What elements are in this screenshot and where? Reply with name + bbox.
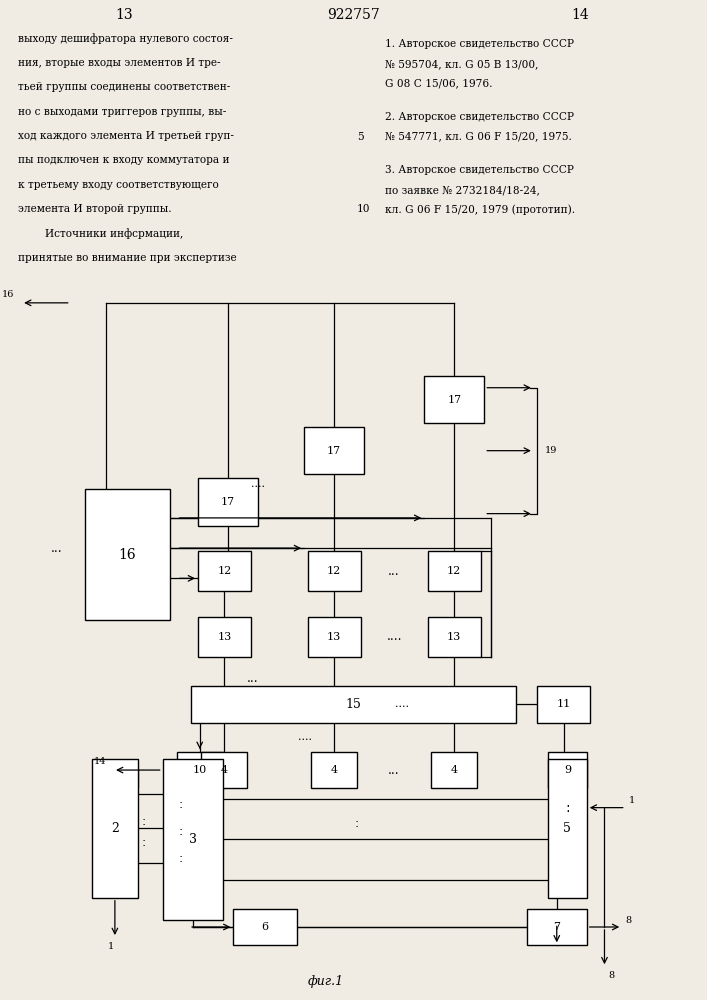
Bar [311,752,357,788]
Text: 12: 12 [217,566,232,576]
Bar [548,759,587,898]
Text: № 595704, кл. G 05 B 13/00,: № 595704, кл. G 05 B 13/00, [385,59,539,69]
Text: тьей группы соединены соответствен-: тьей группы соединены соответствен- [18,82,230,92]
Text: 13: 13 [447,632,462,642]
Bar [163,759,223,920]
Text: принятые во внимание при экспертизе: принятые во внимание при экспертизе [18,253,236,263]
Text: 14: 14 [571,8,589,22]
Text: 11: 11 [556,699,571,709]
Bar [198,478,258,526]
Text: 14: 14 [93,757,106,766]
Text: :: : [141,836,146,849]
Bar [198,617,251,657]
Text: 12: 12 [447,566,462,576]
Text: ния, вторые входы элементов И тре-: ния, вторые входы элементов И тре- [18,58,220,68]
Bar [537,686,590,723]
Text: ...: ... [247,672,259,685]
Text: по заявке № 2732184/18-24,: по заявке № 2732184/18-24, [385,185,540,195]
Bar [201,752,247,788]
Bar [177,752,223,788]
Text: 7: 7 [554,922,560,932]
Text: 15: 15 [346,698,361,711]
Text: пы подключен к входу коммутатора и: пы подключен к входу коммутатора и [18,155,229,165]
Text: :: : [178,852,183,865]
Text: 922757: 922757 [327,8,380,22]
Bar [308,551,361,591]
Text: № 547771, кл. G 06 F 15/20, 1975.: № 547771, кл. G 06 F 15/20, 1975. [385,132,572,142]
Text: 4: 4 [330,765,338,775]
Text: выходу дешифратора нулевого состоя-: выходу дешифратора нулевого состоя- [18,34,233,44]
Text: ...: ... [388,764,400,777]
Bar [431,752,477,788]
Text: 13: 13 [217,632,232,642]
Text: 13: 13 [115,8,132,22]
Text: 1: 1 [108,942,115,951]
Text: 17: 17 [221,497,235,507]
Bar [92,759,138,898]
Text: :: : [178,798,183,811]
Text: ...: ... [51,542,62,555]
Text: 8: 8 [626,916,632,925]
Text: 1. Авторское свидетельство СССР: 1. Авторское свидетельство СССР [385,39,574,49]
Text: :: : [355,817,359,830]
Text: 2: 2 [111,822,119,835]
Text: 3: 3 [189,833,197,846]
Text: 5: 5 [357,132,363,142]
Text: 4: 4 [221,765,228,775]
Text: 10: 10 [357,204,370,214]
Bar [191,686,516,723]
Bar [548,752,587,788]
Bar [198,551,251,591]
Text: 17: 17 [327,446,341,456]
Text: ...: ... [388,565,400,578]
Bar [304,427,364,474]
Text: G 08 C 15/06, 1976.: G 08 C 15/06, 1976. [385,78,493,88]
Text: :: : [141,815,146,828]
Text: Источники инфсрмации,: Источники инфсрмации, [18,228,183,239]
Bar [233,909,297,945]
Text: ход каждого элемента И третьей груп-: ход каждого элемента И третьей груп- [18,131,233,141]
Text: ....: .... [387,630,402,643]
Text: ....: .... [251,479,265,489]
Bar [85,489,170,620]
Text: 9: 9 [563,765,571,775]
Text: 5: 5 [563,822,571,835]
Text: 13: 13 [327,632,341,642]
Bar [424,376,484,423]
Text: 4: 4 [450,765,458,775]
Text: к третьему входу соответствующего: к третьему входу соответствующего [18,180,218,190]
Bar [428,617,481,657]
Text: 10: 10 [192,765,207,775]
Text: 16: 16 [119,548,136,562]
Text: 16: 16 [1,290,14,299]
Text: 12: 12 [327,566,341,576]
Text: 1: 1 [629,796,636,805]
Text: но с выходами триггеров группы, вы-: но с выходами триггеров группы, вы- [18,107,226,117]
Bar [308,617,361,657]
Text: элемента И второй группы.: элемента И второй группы. [18,204,171,214]
Text: 6: 6 [262,922,269,932]
Text: :: : [178,825,183,838]
Bar [527,909,587,945]
Text: кл. G 06 F 15/20, 1979 (прототип).: кл. G 06 F 15/20, 1979 (прототип). [385,204,575,215]
Text: фиг.1: фиг.1 [307,975,344,988]
Text: 17: 17 [448,395,461,405]
Text: 19: 19 [544,446,557,455]
Bar [428,551,481,591]
Text: 3. Авторское свидетельство СССР: 3. Авторское свидетельство СССР [385,165,574,175]
Text: ....: .... [298,732,312,742]
Text: 8: 8 [608,971,614,980]
Text: ....: .... [395,699,409,709]
Text: :: : [565,801,570,815]
Text: 2. Авторское свидетельство СССР: 2. Авторское свидетельство СССР [385,112,574,122]
